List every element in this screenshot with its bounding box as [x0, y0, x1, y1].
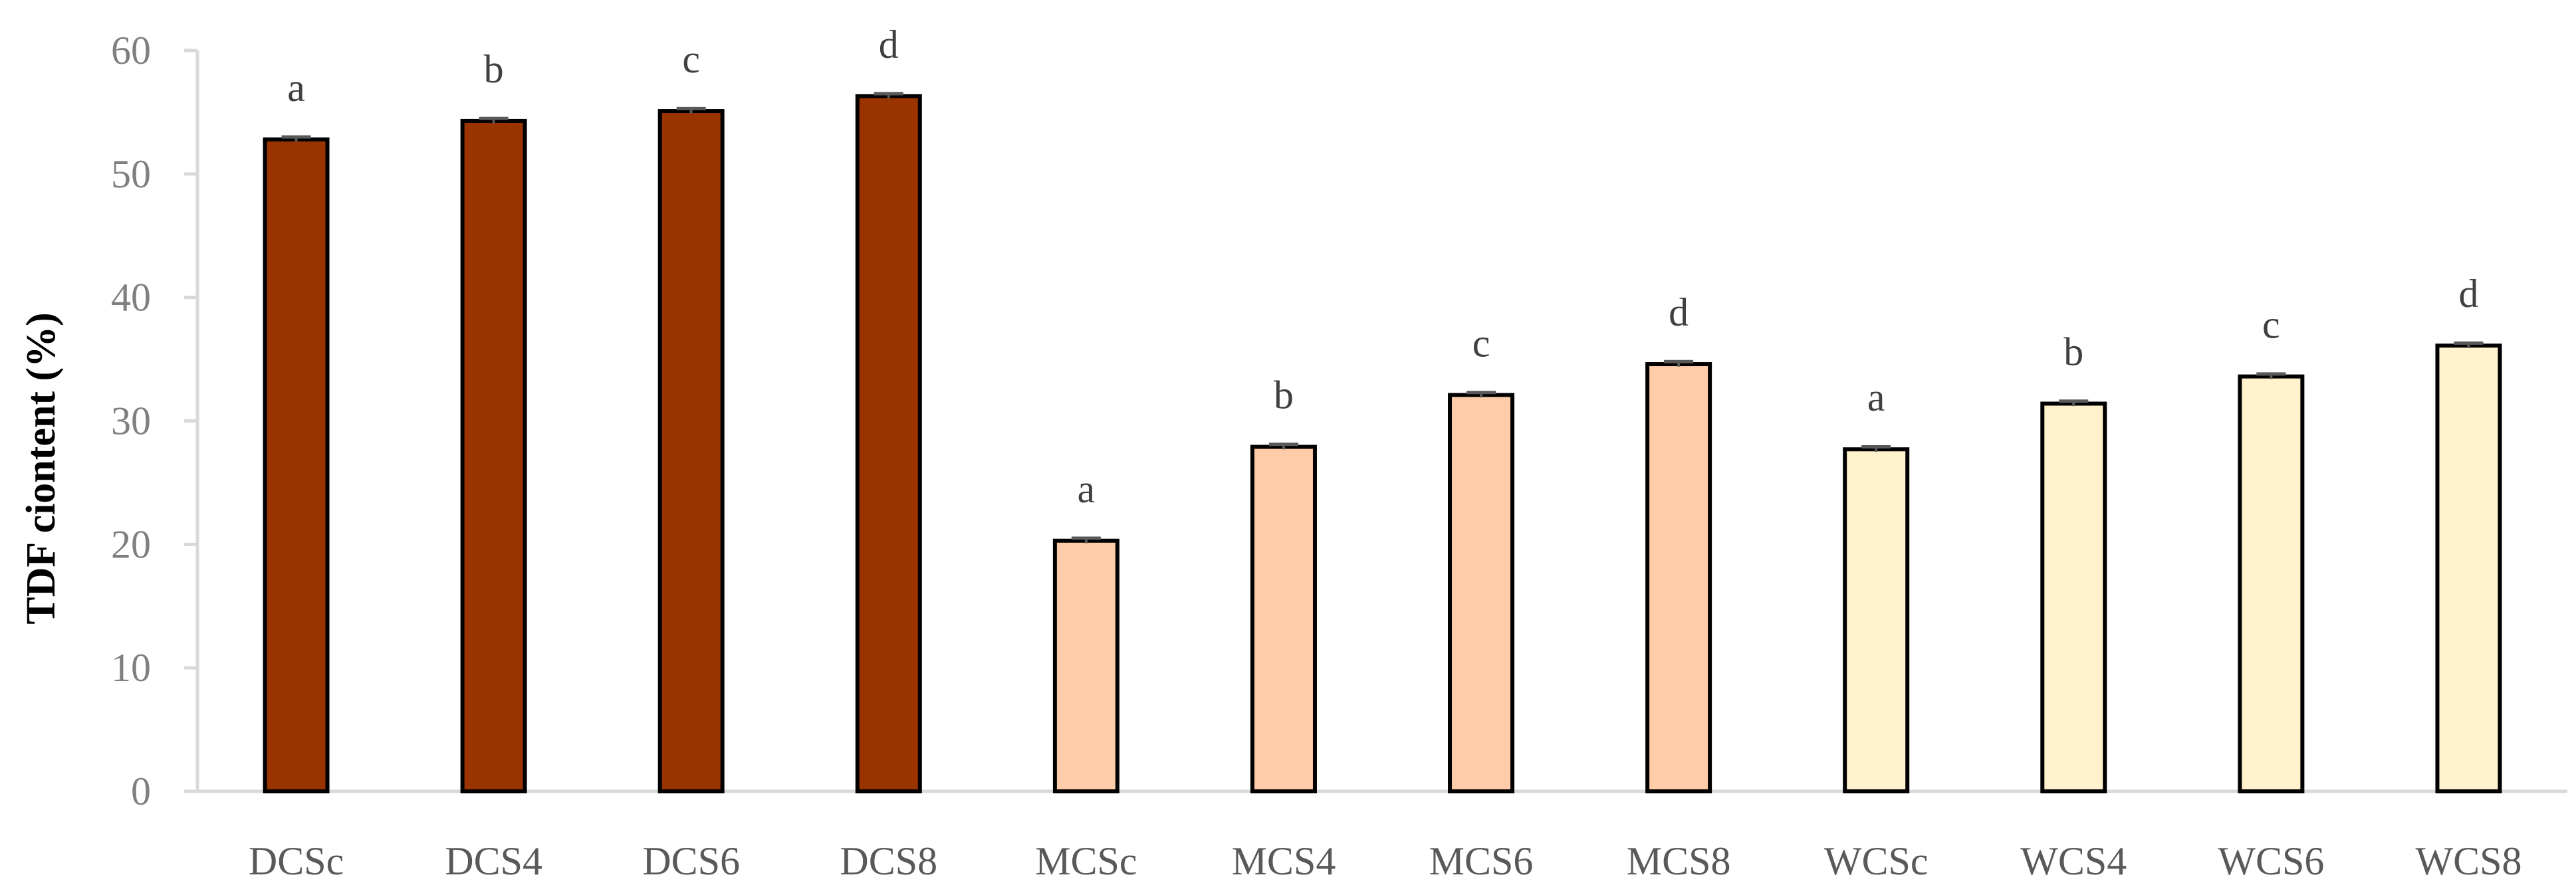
significance-label: b — [1274, 373, 1294, 417]
bar-group: a WCSc — [1824, 375, 1929, 883]
bar — [2238, 374, 2305, 793]
bar-group: c DCS6 — [642, 37, 740, 883]
x-tick-label: DCS8 — [840, 839, 937, 883]
significance-label: a — [1078, 467, 1096, 511]
significance-label: a — [1867, 375, 1885, 419]
x-tick-label: WCS4 — [2020, 839, 2127, 883]
bar-group: c MCS6 — [1429, 321, 1534, 883]
y-tick-label: 50 — [111, 152, 151, 196]
significance-label: c — [682, 37, 700, 81]
significance-label: d — [1669, 290, 1689, 334]
bar — [2435, 344, 2502, 793]
bar — [657, 109, 725, 793]
significance-label: c — [1472, 321, 1490, 365]
y-tick-label: 20 — [111, 522, 151, 566]
x-tick-label: MCSc — [1035, 839, 1137, 883]
x-tick-label: MCS8 — [1627, 839, 1731, 883]
significance-label: c — [2262, 303, 2280, 347]
significance-label: d — [879, 23, 899, 66]
significance-label: a — [287, 66, 305, 110]
bar — [1645, 362, 1712, 793]
x-tick-label: MCS6 — [1429, 839, 1534, 883]
y-tick-label: 40 — [111, 276, 151, 320]
y-tick-label: 30 — [111, 399, 151, 443]
x-tick-label: DCSc — [249, 839, 344, 883]
bar-group: d MCS8 — [1627, 290, 1731, 883]
bar-group: b WCS4 — [2020, 330, 2127, 883]
bar-group: c WCS6 — [2218, 303, 2324, 883]
axes: 0 10 20 30 40 50 60 — [111, 29, 2567, 813]
bar-group: b MCS4 — [1232, 373, 1336, 883]
y-axis-label: TDF ciontent (%) — [19, 312, 64, 625]
bar-group: d WCS8 — [2415, 272, 2521, 883]
x-tick-label: DCS4 — [445, 839, 542, 883]
bar — [1843, 447, 1910, 793]
bar — [2040, 401, 2107, 793]
bar — [263, 137, 330, 794]
bar-group: b DCS4 — [445, 47, 542, 883]
bars-group: a DCSc b DCS4 c DCS6 d DCS8 a MCSc b MCS4 c MCS6 d MCS8… — [249, 23, 2522, 883]
bar-group: d DCS8 — [840, 23, 937, 883]
significance-label: b — [2063, 330, 2083, 373]
bar — [1448, 393, 1515, 793]
y-tick-label: 0 — [131, 769, 151, 813]
x-tick-label: WCSc — [1824, 839, 1929, 883]
bar-group: a MCSc — [1035, 467, 1137, 883]
significance-label: d — [2458, 272, 2478, 316]
bar — [460, 118, 527, 794]
bar-group: a DCSc — [249, 66, 344, 883]
significance-label: b — [484, 47, 504, 91]
bar — [1250, 445, 1317, 793]
x-tick-label: WCS6 — [2218, 839, 2324, 883]
bar — [1052, 538, 1119, 794]
x-tick-label: MCS4 — [1232, 839, 1336, 883]
y-tick-label: 60 — [111, 29, 151, 72]
bar — [855, 94, 922, 794]
x-tick-label: DCS6 — [642, 839, 740, 883]
x-tick-label: WCS8 — [2415, 839, 2521, 883]
y-tick-label: 10 — [111, 646, 151, 690]
